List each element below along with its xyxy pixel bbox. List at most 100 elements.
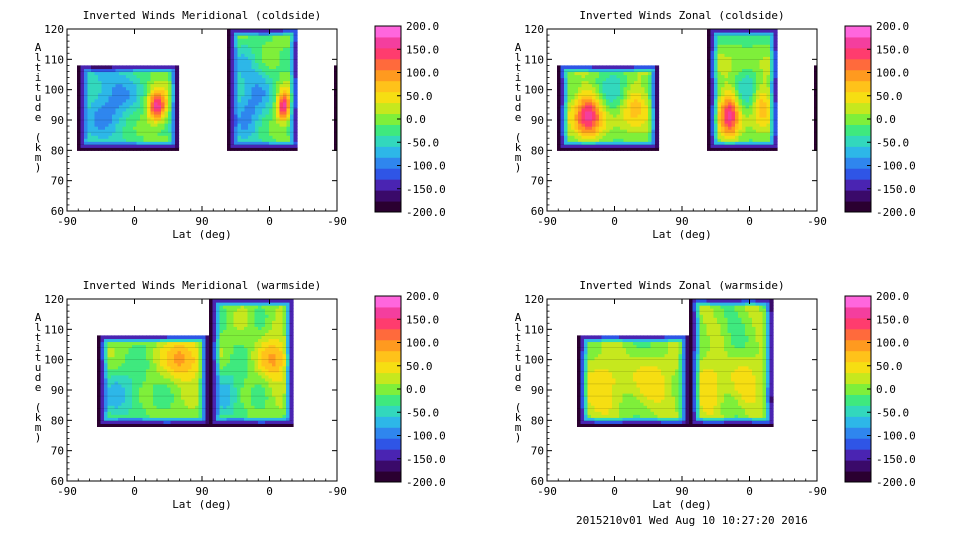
colorbar-swatch	[375, 26, 401, 38]
colorbar-swatch	[375, 339, 401, 352]
colorbar-swatch	[375, 69, 401, 82]
colorbar-tick-label: 200.0	[406, 20, 439, 33]
chart-panel-4: Inverted Winds Zonal (warmside) 120 110 100…	[515, 279, 916, 511]
colorbar-swatch	[375, 449, 401, 461]
colorbar-tick-label: -100.0	[876, 430, 916, 443]
y-tick-label: 80	[531, 144, 544, 157]
colorbar-swatch	[375, 416, 401, 428]
colorbar-swatch	[845, 113, 871, 125]
y-tick-label: 100	[44, 354, 64, 367]
colorbar-swatch	[845, 350, 871, 363]
x-axis-label: Lat (deg)	[172, 228, 232, 241]
colorbar-swatch	[845, 91, 871, 104]
colorbar-tick-label: 200.0	[876, 20, 909, 33]
x-tick-label: 0	[611, 485, 618, 498]
colorbar-tick-label: 0.0	[876, 383, 896, 396]
region-warmside-west	[577, 335, 690, 427]
colorbar-tick-label: 200.0	[406, 290, 439, 303]
colorbar-swatch	[845, 427, 871, 439]
colorbar-tick-label: 100.0	[876, 337, 909, 350]
colorbar: 200.0 150.0 100.0 50.0 0.0 -50.0 -100.0 -150.0 -…	[374, 290, 446, 489]
x-tick-label: 0	[266, 215, 273, 228]
colorbar-swatch	[375, 80, 401, 93]
y-tick-label: 120	[44, 23, 64, 36]
colorbar-swatch	[845, 449, 871, 461]
colorbar-swatch	[375, 47, 401, 60]
colorbar-tick-label: 50.0	[876, 90, 903, 103]
colorbar-tick-label: -50.0	[406, 136, 439, 149]
colorbar-swatch	[845, 339, 871, 352]
colorbar-swatch	[845, 317, 871, 330]
colorbar-swatch	[845, 80, 871, 93]
x-axis-label: Lat (deg)	[172, 498, 232, 511]
colorbar-swatch	[845, 179, 871, 191]
colorbar-swatch	[845, 102, 871, 115]
colorbar-swatch	[375, 201, 401, 213]
colorbar-swatch	[375, 146, 401, 158]
x-tick-label: -90	[57, 215, 77, 228]
y-tick-label: 90	[51, 384, 64, 397]
y-tick-label: 70	[531, 175, 544, 188]
colorbar-tick-label: -150.0	[406, 183, 446, 196]
x-axis-label: Lat (deg)	[652, 228, 712, 241]
region-warmside-east	[209, 299, 294, 427]
x-tick-label: 0	[746, 215, 753, 228]
region-warmside-west	[97, 335, 210, 427]
colorbar-swatch	[845, 168, 871, 180]
chart-title: Inverted Winds Meridional (warmside)	[83, 279, 321, 292]
y-tick-label: 90	[531, 114, 544, 127]
chart-title: Inverted Winds Zonal (coldside)	[579, 9, 784, 22]
colorbar-tick-label: 150.0	[876, 313, 909, 326]
colorbar-swatch	[845, 26, 871, 38]
y-tick-label: 70	[51, 445, 64, 458]
colorbar-swatch	[375, 394, 401, 406]
colorbar-swatch	[845, 438, 871, 450]
y-tick-label: 110	[524, 53, 544, 66]
colorbar-tick-label: -150.0	[406, 453, 446, 466]
chart-panel-2: Inverted Winds Zonal (coldside) 120 110 100…	[515, 9, 916, 241]
chart-panel-3: Inverted Winds Meridional (warmside) 120 1…	[35, 279, 446, 511]
colorbar-tick-label: 50.0	[876, 360, 903, 373]
colorbar-swatch	[845, 328, 871, 341]
x-tick-label: 0	[131, 215, 138, 228]
colorbar-tick-label: 150.0	[406, 43, 439, 56]
y-tick-label: 110	[44, 53, 64, 66]
colorbar-swatch	[845, 460, 871, 472]
region-coldside-edge	[814, 65, 817, 151]
colorbar: 200.0 150.0 100.0 50.0 0.0 -50.0 -100.0 -150.0 -…	[844, 20, 916, 219]
y-tick-label: 100	[524, 84, 544, 97]
colorbar-swatch	[845, 58, 871, 71]
colorbar-swatch	[375, 471, 401, 483]
colorbar-swatch	[845, 146, 871, 158]
colorbar-swatch	[375, 296, 401, 308]
colorbar-swatch	[845, 471, 871, 483]
colorbar-swatch	[375, 179, 401, 191]
colorbar-swatch	[845, 190, 871, 202]
y-tick-label: 80	[51, 144, 64, 157]
y-tick-label: 60	[531, 205, 544, 218]
colorbar-swatch	[375, 460, 401, 472]
x-tick-label: -90	[327, 485, 347, 498]
chart-panel-1: Inverted Winds Meridional (coldside) 120 1…	[35, 9, 446, 241]
colorbar: 200.0 150.0 100.0 50.0 0.0 -50.0 -100.0 -150.0 -…	[374, 20, 446, 219]
colorbar-swatch	[375, 372, 401, 385]
colorbar-tick-label: 0.0	[406, 113, 426, 126]
colorbar-swatch	[375, 36, 401, 49]
y-tick-label: 120	[44, 293, 64, 306]
y-tick-label: 60	[51, 205, 64, 218]
colorbar-swatch	[375, 361, 401, 374]
x-tick-label: 90	[675, 485, 688, 498]
x-tick-label: -90	[537, 215, 557, 228]
colorbar-swatch	[375, 328, 401, 341]
y-tick-label: 110	[524, 323, 544, 336]
colorbar-swatch	[375, 405, 401, 417]
colorbar-swatch	[375, 383, 401, 395]
colorbar-tick-label: -200.0	[406, 206, 446, 219]
colorbar-swatch	[845, 36, 871, 49]
x-tick-label: -90	[327, 215, 347, 228]
colorbar-swatch	[375, 306, 401, 319]
colorbar-tick-label: 50.0	[406, 360, 433, 373]
colorbar-swatch	[375, 317, 401, 330]
x-tick-label: 0	[611, 215, 618, 228]
